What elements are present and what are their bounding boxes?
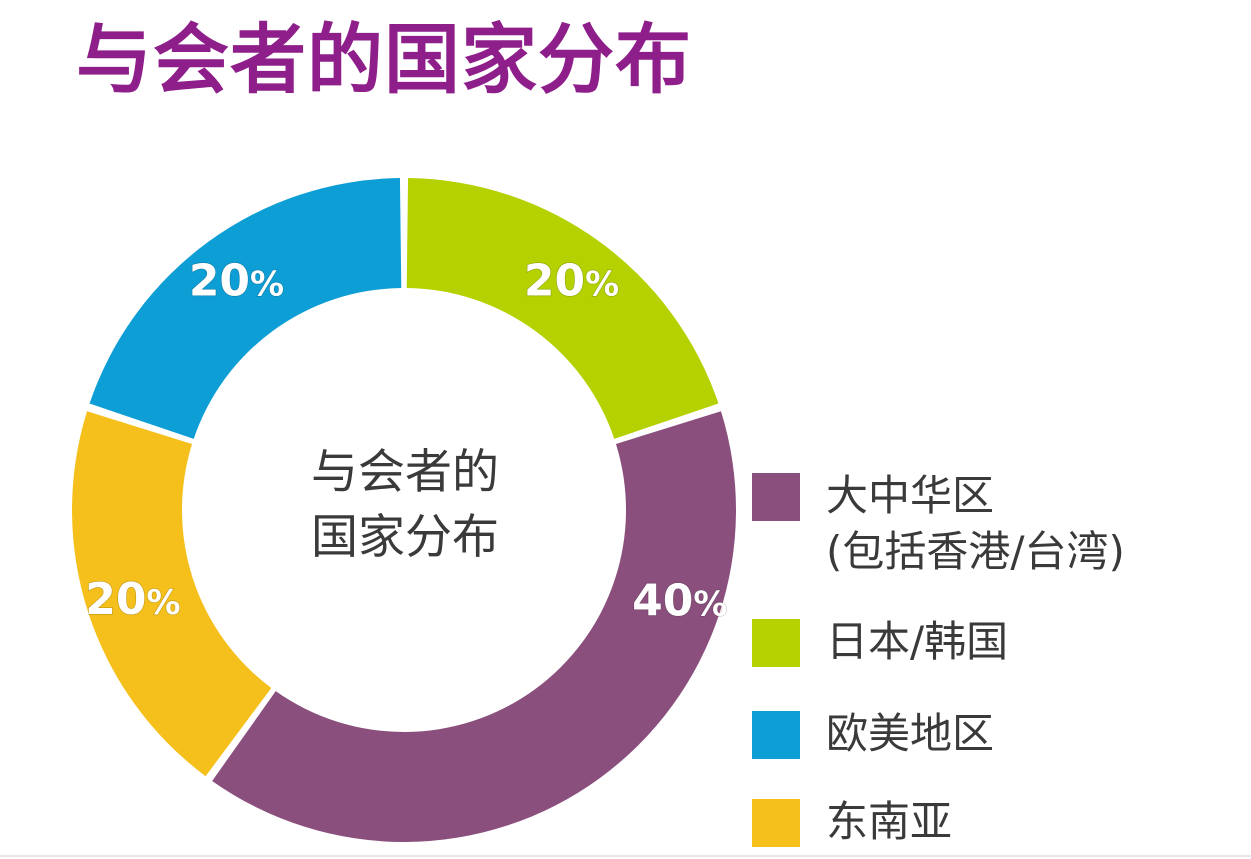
slice-label-europe-america: 20% <box>189 255 284 306</box>
legend-label-japan-korea: 日本/韩国 <box>826 617 1009 666</box>
donut-slices <box>71 178 737 842</box>
donut-slice-southeast-asia <box>71 411 272 777</box>
legend-label-southeast-asia: 东南亚 <box>826 797 953 846</box>
legend-label-line-2: (包括香港/台湾) <box>826 527 1125 576</box>
legend-swatch-greater-china <box>752 473 800 521</box>
legend-label-europe-america: 欧美地区 <box>826 709 995 758</box>
donut-slice-europe-america <box>89 178 402 439</box>
slice-label-greater-china: 40% <box>632 576 727 627</box>
page-title: 与会者的国家分布 <box>76 15 692 104</box>
legend-swatch-japan-korea <box>752 619 800 667</box>
slice-label-southeast-asia: 20% <box>85 574 180 625</box>
donut-slice-japan-korea <box>406 178 719 439</box>
donut-center-label: 与会者的 国家分布 <box>240 440 570 570</box>
legend-swatch-europe-america <box>752 711 800 759</box>
legend-swatch-southeast-asia <box>752 799 800 847</box>
center-label-line-1: 与会者的 <box>311 445 499 500</box>
legend-label-line-1: 大中华区 <box>826 471 995 520</box>
bottom-divider <box>0 855 1251 857</box>
slice-labels: 20% 40% 20% 20% <box>85 255 728 627</box>
legend-label-greater-china: 大中华区 (包括香港/台湾) <box>826 468 1125 580</box>
slice-label-japan-korea: 20% <box>524 255 619 306</box>
donut-slice-greater-china <box>212 411 737 842</box>
center-label-line-2: 国家分布 <box>311 510 499 565</box>
